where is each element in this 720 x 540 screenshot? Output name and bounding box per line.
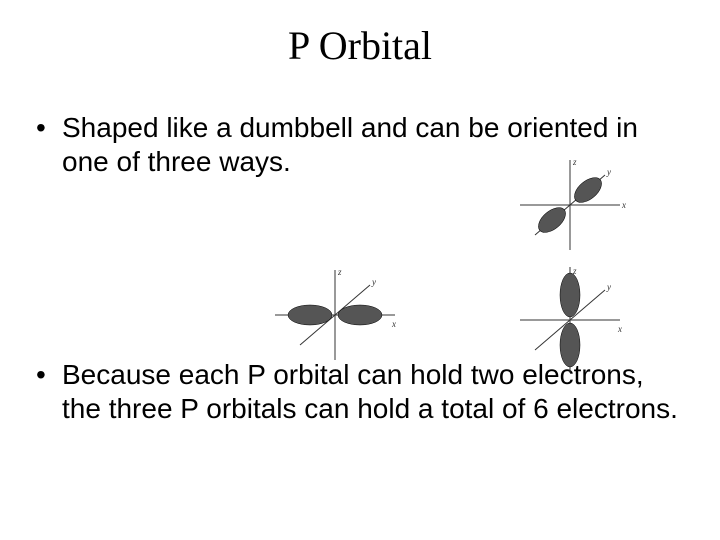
- page-title: P Orbital: [0, 0, 720, 69]
- svg-text:x: x: [617, 324, 622, 334]
- orbital-px-icon: x z y: [270, 265, 400, 365]
- p-orbital-diagram: x z y x z y: [260, 155, 700, 365]
- p-orbital-py: x z y: [510, 155, 630, 260]
- p-orbital-px: x z y: [270, 265, 400, 370]
- orbital-pz-icon: x z y: [510, 265, 630, 375]
- orbital-py-icon: x z y: [510, 155, 630, 255]
- svg-text:y: y: [371, 277, 376, 287]
- svg-text:z: z: [572, 157, 577, 167]
- svg-text:y: y: [606, 282, 611, 292]
- svg-text:z: z: [337, 267, 342, 277]
- p-orbital-pz: x z y: [510, 265, 630, 380]
- svg-text:y: y: [606, 167, 611, 177]
- svg-text:x: x: [391, 319, 396, 329]
- svg-text:x: x: [621, 200, 626, 210]
